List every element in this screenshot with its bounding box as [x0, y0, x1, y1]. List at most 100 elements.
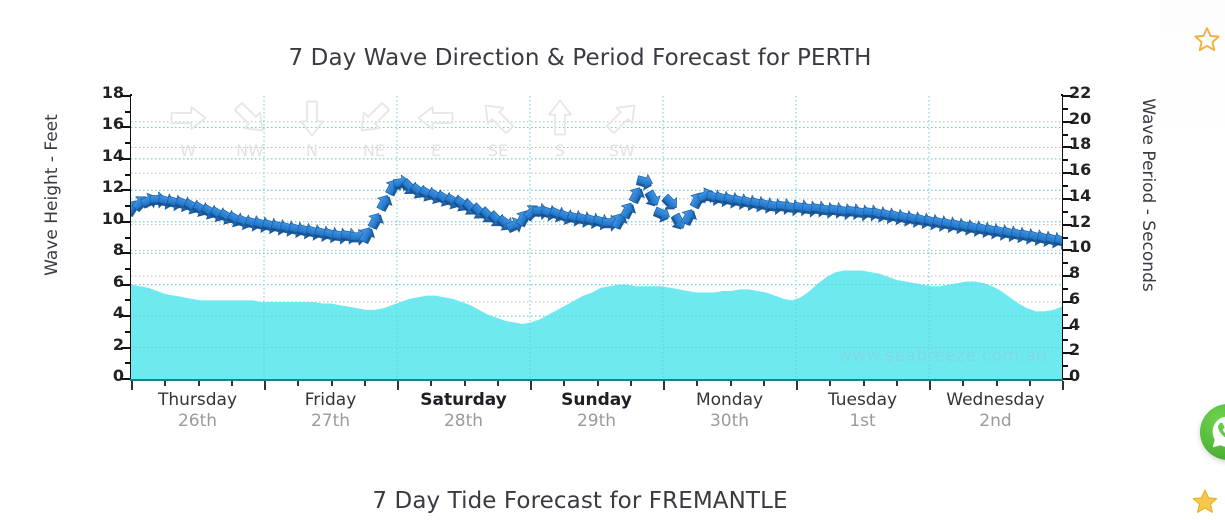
day-name: Thursday	[157, 390, 238, 410]
x-axis-hour-tick	[496, 381, 499, 386]
day-name: Sunday	[561, 390, 632, 410]
right-axis-tick-label: 4	[1069, 314, 1081, 334]
axis-tick-mark	[1063, 287, 1068, 290]
x-axis-day-tick	[796, 381, 798, 390]
wave-height-area	[131, 270, 1062, 379]
x-axis-hour-tick	[629, 381, 632, 386]
left-axis-tick-label: 14	[101, 145, 124, 165]
axis-tick-mark	[121, 189, 130, 192]
day-name: Saturday	[420, 390, 507, 410]
left-axis-ticks: 0 2 4 6 8 10 12 14 16 18	[92, 85, 124, 385]
right-axis-tick-label: 18	[1069, 134, 1092, 154]
x-axis-day-label: Wednesday 2nd	[916, 390, 1076, 432]
right-axis-title: Wave Period - Seconds	[1138, 98, 1158, 292]
right-axis-tick-label: 20	[1069, 108, 1092, 128]
day-name: Tuesday	[827, 390, 898, 410]
x-axis-day-labels: Thursday 26th Friday 27th Saturday 28th Sunday…	[131, 390, 1062, 440]
left-axis-tick-label: 10	[101, 208, 124, 228]
axis-tick-mark	[121, 220, 130, 223]
axis-tick-mark	[1063, 95, 1072, 97]
x-axis-hour-tick	[596, 381, 599, 386]
wave-direction-arrow	[681, 209, 698, 227]
axis-tick-mark	[121, 378, 130, 380]
x-axis-day-tick	[663, 381, 665, 390]
wave-direction-arrow	[367, 213, 384, 230]
wave-direction-arrow	[635, 174, 653, 191]
wave-direction-arrow	[1053, 233, 1062, 250]
left-axis-title: Wave Height - Feet	[42, 114, 62, 276]
day-name: Wednesday	[946, 390, 1045, 410]
favourite-star-outline-icon[interactable]	[1192, 25, 1222, 58]
axis-tick-mark	[1063, 313, 1068, 316]
left-axis-tick-label: 4	[112, 303, 124, 323]
axis-tick-mark	[1063, 107, 1068, 110]
axis-tick-mark	[121, 95, 130, 97]
x-axis-ticks	[131, 381, 1064, 390]
bottom-axis-spine	[130, 379, 1063, 381]
left-axis-tick-label: 16	[101, 114, 124, 134]
left-axis-tick-label: 18	[101, 83, 124, 102]
x-axis-hour-tick	[297, 381, 300, 386]
axis-tick-mark	[1063, 172, 1072, 175]
day-date: 26th	[177, 411, 218, 431]
day-date: 27th	[310, 411, 351, 431]
x-axis-hour-tick	[895, 381, 898, 386]
x-axis-day-tick	[397, 381, 399, 390]
right-axis-spine	[1061, 94, 1063, 381]
axis-tick-mark	[121, 315, 130, 318]
axis-tick-mark	[125, 173, 130, 176]
axis-tick-mark	[1063, 378, 1072, 380]
plot-area: W NW N NE E SE S SW www.seabreeze.com.au	[131, 96, 1062, 379]
right-axis-tick-label: 10	[1069, 237, 1092, 257]
axis-tick-mark	[125, 142, 130, 145]
whatsapp-icon	[1212, 416, 1225, 448]
wave-direction-arrow	[359, 227, 376, 245]
left-axis-tick-label: 12	[101, 177, 124, 197]
right-axis-tick-label: 16	[1069, 160, 1092, 180]
day-date: 2nd	[979, 411, 1012, 431]
right-axis-tick-label: 12	[1069, 211, 1092, 231]
axis-tick-mark	[125, 267, 130, 270]
wave-direction-arrow	[644, 189, 661, 207]
left-axis-tick-label: 0	[112, 366, 124, 385]
x-axis-hour-tick	[762, 381, 765, 386]
axis-tick-mark	[1063, 275, 1072, 278]
x-axis-hour-tick	[563, 381, 566, 386]
axis-tick-mark	[125, 110, 130, 113]
axis-tick-mark	[1063, 159, 1068, 162]
right-axis-tick-label: 2	[1069, 340, 1081, 360]
x-axis-hour-tick	[164, 381, 167, 386]
x-axis-hour-tick	[729, 381, 732, 386]
axis-tick-mark	[1063, 339, 1068, 342]
favourite-star-filled-icon[interactable]	[1190, 487, 1220, 520]
wave-direction-arrow	[628, 187, 645, 205]
x-axis-day-tick	[131, 381, 133, 390]
day-name: Friday	[304, 390, 357, 410]
axis-tick-mark	[121, 126, 130, 129]
axis-tick-mark	[1063, 223, 1072, 226]
x-axis-day-label: Monday 30th	[650, 390, 810, 432]
x-axis-hour-tick	[862, 381, 865, 386]
wave-direction-arrow	[661, 193, 677, 210]
wave-direction-arrow	[376, 195, 393, 212]
x-axis-hour-tick	[696, 381, 699, 386]
axis-tick-mark	[125, 299, 130, 302]
x-axis-hour-tick	[962, 381, 965, 386]
whatsapp-share-button[interactable]	[1200, 404, 1225, 460]
left-axis-tick-label: 6	[112, 271, 124, 291]
axis-tick-mark	[1063, 262, 1068, 265]
left-axis-tick-label: 8	[112, 240, 124, 260]
wave-forecast-title: 7 Day Wave Direction & Period Forecast f…	[288, 45, 872, 71]
x-axis-hour-tick	[1028, 381, 1031, 386]
x-axis-day-label: Thursday 26th	[118, 390, 278, 432]
x-axis-hour-tick	[330, 381, 333, 386]
right-axis-tick-label: 22	[1069, 83, 1092, 102]
right-axis-ticks: 0 2 4 6 8 10 12 14 16 18 20 22	[1069, 85, 1101, 384]
day-date: 1st	[849, 411, 876, 431]
x-axis-day-label: Tuesday 1st	[783, 390, 943, 432]
x-axis-day-label: Sunday 29th	[517, 390, 677, 432]
axis-tick-mark	[125, 236, 130, 239]
axis-tick-mark	[1063, 365, 1068, 368]
wave-chart: W NW N NE E SE S SW www.seabreeze.com.au	[131, 96, 1062, 379]
